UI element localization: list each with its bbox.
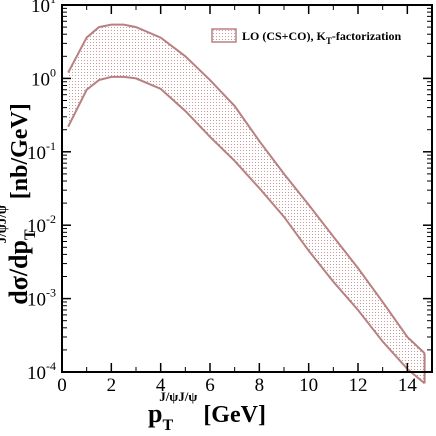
band-lower-line [67, 75, 426, 385]
y-axis-title: dσ/dpTJ/ψJ/ψ [nb/GeV] [0, 103, 39, 305]
legend-swatch [211, 28, 237, 43]
y-tick-label: 100 [31, 65, 56, 90]
x-tick-label: 6 [205, 375, 215, 396]
uncertainty-band-layer [67, 23, 426, 385]
axes [61, 4, 433, 373]
y-tick-label: 10-4 [27, 359, 56, 384]
x-tick-label: 10 [299, 375, 318, 396]
x-tick-label: 4 [156, 375, 166, 396]
legend-label: LO (CS+CO), KT-factorization [242, 29, 401, 46]
band-upper-line [67, 23, 426, 354]
y-tick-label: 10-2 [27, 212, 56, 237]
tick-layer: 0 2 4 6 8 10 12 14 101 100 10-1 10-2 10-3 10-4 [27, 0, 432, 396]
x-tick-label: 8 [255, 375, 265, 396]
legend: LO (CS+CO), KT-factorization [211, 28, 401, 46]
x-axis-title: pTJ/ψJ/ψ [GeV] [148, 389, 266, 434]
x-tick-label: 14 [398, 375, 418, 396]
x-tick-label: 0 [57, 375, 67, 396]
y-tick-label: 10-3 [27, 286, 56, 311]
y-tick-label: 10-1 [27, 139, 56, 164]
plot-frame [61, 4, 433, 373]
band-fill [68, 24, 425, 384]
y-tick-label: 101 [31, 0, 56, 17]
x-tick-label: 12 [349, 375, 368, 396]
axis-titles: pTJ/ψJ/ψ [GeV] dσ/dpTJ/ψJ/ψ [nb/GeV] [0, 103, 266, 434]
x-tick-label: 2 [107, 375, 117, 396]
